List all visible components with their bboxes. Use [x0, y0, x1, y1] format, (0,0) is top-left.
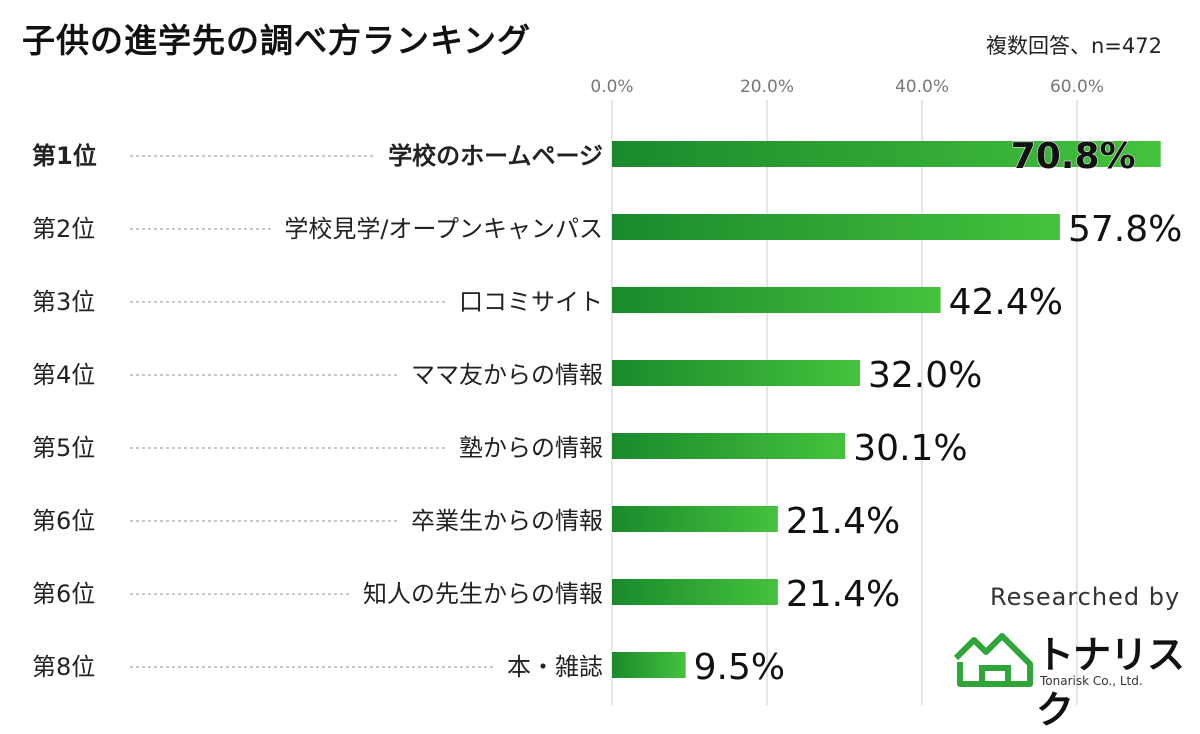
rank-label: 第3位 [32, 288, 95, 316]
company-logo: トナリスク Tonarisk Co., Ltd. [952, 628, 1192, 732]
bar [612, 433, 846, 459]
category-label: 本・雑誌 [507, 653, 603, 681]
bar-row: 第5位 塾からの情報 30.1% [32, 428, 968, 469]
x-tick-label: 40.0% [895, 77, 949, 97]
rank-label: 第1位 [32, 142, 97, 170]
bar [612, 652, 686, 678]
bar [612, 506, 778, 532]
bar-row: 第6位 知人の先生からの情報 21.4% [32, 574, 900, 615]
category-label: 卒業生からの情報 [411, 507, 603, 535]
x-tick-label: 20.0% [740, 77, 794, 97]
value-label: 70.8% [1011, 136, 1136, 177]
rank-label: 第4位 [32, 361, 95, 389]
rank-label: 第6位 [32, 580, 95, 608]
bar-row: 第8位 本・雑誌 9.5% [32, 647, 785, 688]
rank-label: 第8位 [32, 653, 95, 681]
rank-label: 第5位 [32, 434, 95, 462]
bar-row: 第3位 口コミサイト 42.4% [32, 282, 1063, 323]
x-axis-ticks: 0.0% 20.0% 40.0% 60.0% [590, 77, 1104, 97]
x-tick-label: 0.0% [590, 77, 633, 97]
sample-note: 複数回答、n=472 [986, 34, 1162, 58]
bar [612, 360, 860, 386]
bar [612, 141, 1161, 167]
value-label: 21.4% [786, 501, 900, 542]
bar [612, 287, 941, 313]
bar-row: 第2位 学校見学/オープンキャンパス 57.8% [32, 209, 1182, 250]
category-label: 学校見学/オープンキャンパス [284, 215, 603, 243]
value-label: 57.8% [1068, 209, 1182, 250]
category-label: 塾からの情報 [459, 434, 603, 462]
value-label: 32.0% [868, 355, 982, 396]
house-outline-icon [953, 633, 1033, 687]
bar-rows: 第1位 学校のホームページ 70.8%第2位 学校見学/オープンキャンパス 57.8%第… [32, 136, 1182, 689]
value-label: 21.4% [786, 574, 900, 615]
value-label: 9.5% [694, 647, 785, 688]
rank-label: 第2位 [32, 215, 95, 243]
category-label: 学校のホームページ [388, 142, 603, 170]
category-label: ママ友からの情報 [411, 361, 603, 389]
x-tick-label: 60.0% [1050, 77, 1104, 97]
bar [612, 214, 1060, 240]
bar-row: 第4位 ママ友からの情報 32.0% [32, 355, 982, 396]
rank-label: 第6位 [32, 507, 95, 535]
value-label: 30.1% [853, 428, 967, 469]
value-label: 42.4% [949, 282, 1063, 323]
category-label: 口コミサイト [459, 288, 603, 316]
company-subname: Tonarisk Co., Ltd. [1040, 674, 1143, 688]
bar-row: 第6位 卒業生からの情報 21.4% [32, 501, 900, 542]
bar-chart: 0.0% 20.0% 40.0% 60.0% 第1位 学校のホームページ 70.8% 第2位… [32, 77, 1182, 705]
bar-row: 第1位 学校のホームページ 70.8% [32, 136, 1161, 178]
bar [612, 579, 778, 605]
chart-title: 子供の進学先の調べ方ランキング [22, 21, 532, 60]
researched-by-label: Researched by [990, 583, 1181, 611]
category-label: 知人の先生からの情報 [363, 580, 603, 608]
